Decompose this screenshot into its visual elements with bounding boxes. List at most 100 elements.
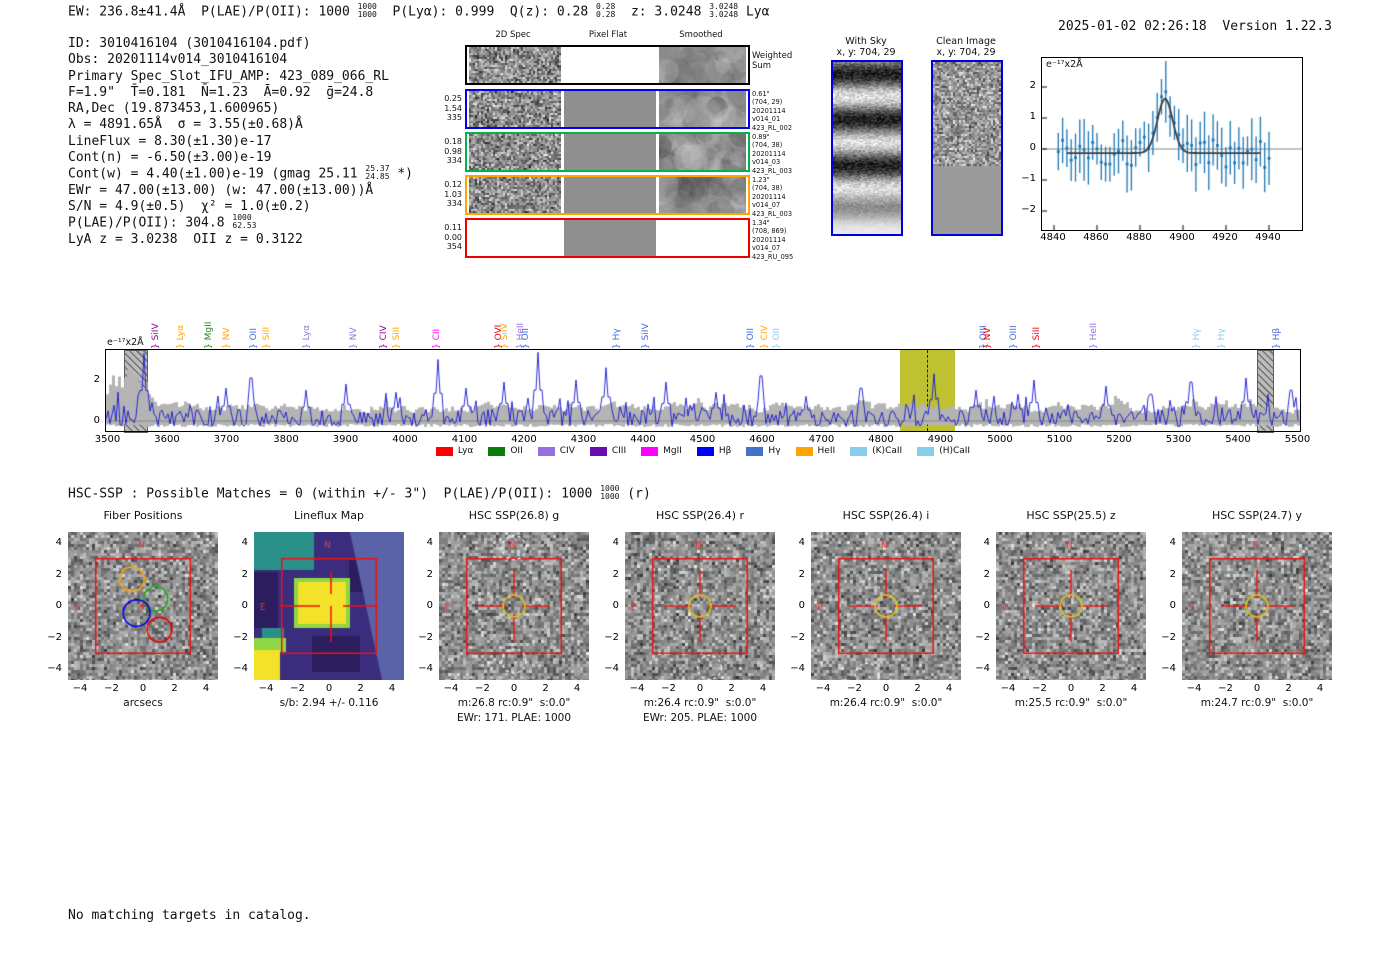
hsc-caption-1: m:24.7 rc:0.9" s:0.0" xyxy=(1200,697,1314,709)
hsc-ytick: −2 xyxy=(233,631,248,643)
spec2d-annotation-line: (704, 38) xyxy=(752,184,783,193)
info-line-9-text: *) xyxy=(389,166,413,182)
legend-item-(K)CaII: (K)CaII xyxy=(850,446,902,456)
spec2d-row-annotations: 1.34" (708, 869) 20201114 v014_07 423_RU_095 xyxy=(752,219,822,261)
hsc-xtick: 4 xyxy=(388,683,396,694)
hsc-xtick: −2 xyxy=(104,683,119,694)
hsc-panel-image-cutout xyxy=(996,532,1146,680)
spectrum-xtick: 5000 xyxy=(987,434,1013,445)
hsc-ytick: 2 xyxy=(983,568,990,580)
summary-header: EW: 236.8±41.4Å P(LAE)/P(OII): 1000 1000… xyxy=(68,2,770,20)
spec2d-annotation-line: v014_07 xyxy=(752,244,781,253)
hsc-xtick: 4 xyxy=(945,683,953,694)
hsc-xtick: −4 xyxy=(1000,683,1016,694)
legend-item-MgII: MgII xyxy=(641,446,682,456)
legend-label: HeII xyxy=(817,446,836,456)
spec2d-annotation-line: 0.61" xyxy=(752,90,770,98)
spectrum-xtick: 4900 xyxy=(927,434,954,445)
hsc-xtick: −2 xyxy=(475,683,490,694)
legend-swatch xyxy=(850,446,868,456)
hsc-xtick: 0 xyxy=(882,683,890,694)
info-line-2-text: Obs: 20201114v014_3010416104 xyxy=(68,52,288,68)
legend-item-CIII: CIII xyxy=(589,446,626,456)
spectrum-ytick: 2 xyxy=(93,374,100,385)
fit-ytick: 1 xyxy=(1029,111,1036,122)
clean-image xyxy=(933,62,1001,234)
summary-header-text: Lyα xyxy=(738,4,770,20)
legend-swatch xyxy=(589,446,607,456)
spec2d-left-value: 0.00 xyxy=(444,232,462,242)
hsc-xtick: 0 xyxy=(1067,683,1075,694)
emission-line-label-OII: } OII xyxy=(746,328,756,349)
spec2d-left-value: 0.25 xyxy=(444,94,462,103)
info-line-6-text: λ = 4891.65Å σ = 3.55(±0.68)Å xyxy=(68,117,303,133)
spectrum-xtick: 4700 xyxy=(808,434,835,445)
withsky-image-frame xyxy=(831,60,903,236)
report-timestamp: 2025-01-02 02:26:18 xyxy=(1058,19,1207,34)
emission-line-label-NV: } NV xyxy=(349,327,359,349)
hsc-ytick: 4 xyxy=(426,537,433,548)
legend-swatch xyxy=(537,446,555,456)
report-version: Version 1.22.3 xyxy=(1222,19,1332,34)
info-line-9-text: Cont(w) = 4.40(±1.00)e-19 (gmag 25.11 xyxy=(68,166,366,182)
fit-xtick: 4860 xyxy=(1083,232,1109,243)
spec2d-cell-flat xyxy=(564,177,656,213)
info-line-4: F=1.9" T̄=0.181 N̄=1.23 Ā=0.92 ḡ=24.8 xyxy=(68,85,413,101)
info-line-9-fraction-bottom: 24.85 xyxy=(365,172,390,182)
emission-line-label-CIV: } CIV xyxy=(379,325,389,349)
withsky-image xyxy=(833,62,901,234)
spec2d-left-value: 1.03 xyxy=(444,189,462,199)
hsc-xtick: 0 xyxy=(510,683,518,694)
summary-header-fraction-bottom: 0.28 xyxy=(596,10,616,19)
hsc-xtick: 0 xyxy=(325,683,333,694)
spectrum-xtick: 4200 xyxy=(511,434,537,445)
hsc-ytick: 0 xyxy=(1169,600,1176,611)
hsc-xtick: 2 xyxy=(171,683,178,694)
hsc-panel-title: HSC SSP(26.4) i xyxy=(842,509,930,522)
summary-header-fraction-top: 3.0248 xyxy=(709,2,739,11)
emission-line-label-OII: } OII xyxy=(772,328,782,349)
summary-header-text: P(LAE)/P(OII): 1000 xyxy=(201,4,358,20)
spectrum-xtick: 4300 xyxy=(570,434,597,445)
hsc-caption-1: s/b: 2.94 +/- 0.116 xyxy=(279,697,379,709)
emission-line-label-CIV: } CIV xyxy=(760,325,770,349)
spec2d-cell-white xyxy=(659,220,746,256)
legend-label: (K)CaII xyxy=(872,446,903,456)
info-line-12-text: P(LAE)/P(OII): 304.8 xyxy=(68,215,233,231)
info-line-8-text: Cont(n) = -6.50(±3.00)e-19 xyxy=(68,150,272,166)
info-line-10-text: EWr = 47.00(±13.00) (w: 47.00(±13.00))Å xyxy=(68,182,374,198)
spec2d-annotation-line: 20201114 xyxy=(752,235,786,244)
hsc-panel-title: Lineflux Map xyxy=(293,509,365,522)
spectrum-xtick: 4400 xyxy=(630,434,656,445)
spectrum-xtick: 3800 xyxy=(273,434,299,445)
hsc-panel-image-cutout xyxy=(811,532,961,680)
hsc-ytick: 0 xyxy=(426,600,433,611)
hsc-xtick: −2 xyxy=(1032,683,1047,694)
spec2d-annotation-line: v014_03 xyxy=(752,158,781,167)
info-line-9-fraction-top: 25.37 xyxy=(365,164,390,174)
fit-ytick: −2 xyxy=(1021,204,1036,215)
spec2d-col-title: Smoothed xyxy=(679,30,723,40)
hsc-ytick: 2 xyxy=(798,568,805,580)
hsc-ytick: −4 xyxy=(47,663,62,674)
info-line-9-fraction: 25.37 24.85 xyxy=(365,165,389,181)
hsc-caption-1: m:26.4 rc:0.9" s:0.0" xyxy=(643,697,757,709)
info-line-2: Obs: 20201114v014_3010416104 xyxy=(68,52,413,68)
spectrum-xtick: 3500 xyxy=(94,434,121,445)
spec2d-annotation-line: 423_RL_003 xyxy=(752,166,793,175)
spectrum-xtick: 5200 xyxy=(1106,434,1132,445)
spec2d-cell-smooth xyxy=(659,91,746,127)
clean-image-frame xyxy=(931,60,1003,236)
spec2d-col-title: 2D Spec xyxy=(495,30,531,40)
hsc-xtick: −4 xyxy=(443,683,459,694)
spec2d-cell-flat xyxy=(564,91,656,127)
hsc-ytick: 0 xyxy=(241,600,248,611)
fit-xtick: 4940 xyxy=(1255,232,1281,243)
spectrum-xtick: 3700 xyxy=(213,434,240,445)
spec2d-cell-smooth xyxy=(659,177,746,213)
spec2d-annotation-line: 423_RU_095 xyxy=(752,252,794,261)
legend-item-Hγ: Hγ xyxy=(746,446,781,456)
spec2d-annotation-line: v014_07 xyxy=(752,201,781,210)
footer-line-1: No matching targets in catalog. xyxy=(68,908,311,923)
hsc-xtick: −2 xyxy=(661,683,676,694)
